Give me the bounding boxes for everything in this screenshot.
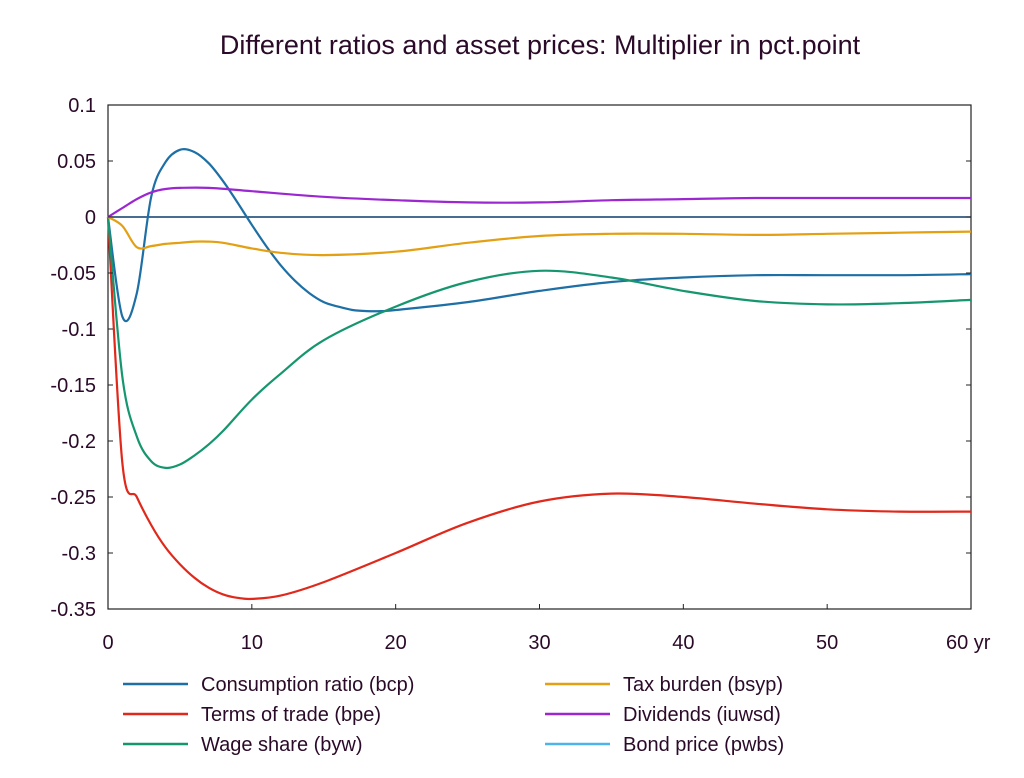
x-tick-label: 0 xyxy=(102,632,113,654)
legend-label: Bond price (pwbs) xyxy=(623,734,784,756)
series-line-tax-burden-bsyp xyxy=(107,216,972,257)
legend-label: Tax burden (bsyp) xyxy=(623,674,783,696)
series-line-terms-of-trade-bpe xyxy=(106,216,972,601)
y-tick-label: -0.2 xyxy=(62,431,96,453)
series-line-consumption-ratio-bcp xyxy=(106,148,972,323)
series-line-wage-share-byw xyxy=(106,216,972,470)
legend-label: Terms of trade (bpe) xyxy=(201,704,381,726)
y-tick-label: 0 xyxy=(85,207,96,229)
plot-area-border xyxy=(107,104,972,610)
series-line-dividends-iuwsd xyxy=(107,186,971,218)
legend-label: Wage share (byw) xyxy=(201,734,363,756)
x-tick-label: 40 xyxy=(672,632,694,654)
y-tick-label: -0.25 xyxy=(50,487,96,509)
y-tick-label: -0.1 xyxy=(62,319,96,341)
x-tick-label: 20 xyxy=(385,632,407,654)
legend-item: Wage share (byw) xyxy=(123,734,363,756)
legend-item: Bond price (pwbs) xyxy=(545,734,784,756)
legend-item: Terms of trade (bpe) xyxy=(123,704,381,726)
y-tick-label: -0.3 xyxy=(62,543,96,565)
y-tick-label: -0.35 xyxy=(50,599,96,621)
y-tick-label: 0.05 xyxy=(57,151,96,173)
x-tick-label: 50 xyxy=(816,632,838,654)
legend-item: Tax burden (bsyp) xyxy=(545,674,783,696)
x-tick-label: 30 xyxy=(528,632,550,654)
x-tick-label: 60 yr xyxy=(946,632,991,654)
legend-label: Consumption ratio (bcp) xyxy=(201,674,414,696)
y-tick-label: -0.05 xyxy=(50,263,96,285)
y-tick-label: 0.1 xyxy=(68,95,96,117)
legend-label: Dividends (iuwsd) xyxy=(623,704,781,726)
legend-item: Consumption ratio (bcp) xyxy=(123,674,414,696)
chart-title: Different ratios and asset prices: Multi… xyxy=(219,30,861,60)
legend-item: Dividends (iuwsd) xyxy=(545,704,781,726)
y-tick-label: -0.15 xyxy=(50,375,96,397)
x-tick-label: 10 xyxy=(241,632,263,654)
